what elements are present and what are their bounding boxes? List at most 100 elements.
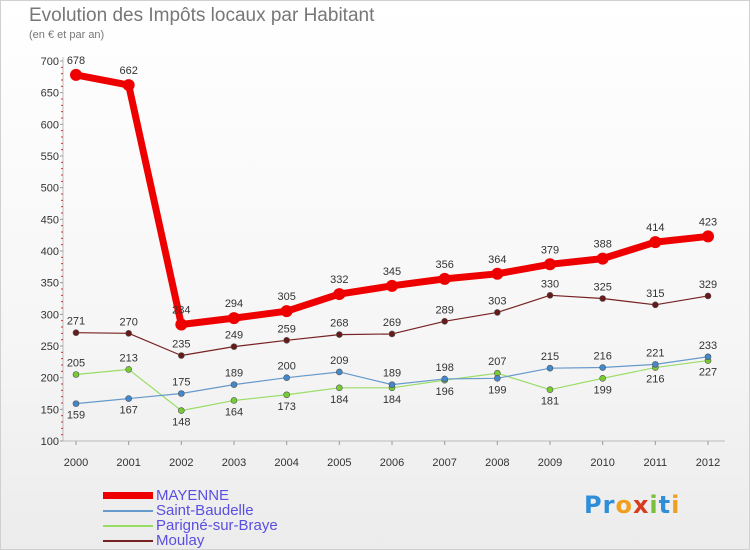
data-label: 184: [383, 394, 401, 406]
y-tick-label: 700: [41, 56, 59, 68]
axes: 100 150 200 250 300 350 400 450 500 550 600 650 700 2…: [41, 56, 725, 469]
logo-letter: r: [602, 491, 616, 519]
data-label: 235: [172, 339, 190, 351]
data-point: [388, 381, 396, 388]
x-tick-label: 2009: [538, 457, 562, 469]
data-point: [704, 353, 712, 361]
data-label: 270: [119, 316, 137, 328]
y-tick-label: 150: [41, 404, 59, 416]
x-tick-label: 2010: [590, 457, 614, 469]
y-tick-label: 600: [41, 119, 59, 131]
data-point: [228, 312, 240, 325]
data-point: [336, 331, 343, 338]
legend-swatch: [103, 524, 153, 527]
x-tick-label: 2006: [380, 457, 404, 469]
data-label: 325: [593, 282, 611, 294]
logo-letter: t: [658, 491, 672, 519]
data-point: [230, 397, 238, 404]
data-point: [72, 400, 80, 407]
legend-label: Saint-Baudelle: [156, 502, 254, 519]
data-labels: 678 662 284 294 305 332 345 356 364 379 388 414 423 1…: [67, 55, 717, 429]
data-point: [230, 343, 238, 350]
data-label: 167: [119, 405, 137, 417]
logo-letter: i: [649, 491, 659, 519]
data-point: [178, 390, 185, 397]
legend: MAYENNE Saint-Baudelle Parigné-sur-Braye Mo…: [103, 487, 278, 549]
data-point: [652, 361, 659, 368]
data-label: 345: [383, 266, 401, 278]
data-label: 164: [225, 406, 243, 418]
x-tick-label: 2004: [274, 457, 298, 469]
data-label: 173: [277, 401, 295, 413]
x-tick-label: 2008: [485, 457, 509, 469]
data-point: [70, 68, 82, 81]
x-tick-label: 2011: [644, 457, 668, 469]
legend-swatch: [103, 509, 153, 512]
series-lines: [70, 68, 714, 414]
logo-letter: x: [632, 491, 650, 519]
data-label: 662: [119, 65, 137, 77]
data-label: 200: [277, 361, 295, 373]
x-tick-label: 2012: [696, 457, 720, 469]
data-point: [438, 272, 451, 285]
data-point: [283, 374, 290, 381]
proxiti-logo: Proxiti: [584, 491, 680, 519]
x-tick-label: 2002: [169, 457, 193, 469]
data-label: 678: [67, 55, 85, 67]
data-label: 259: [277, 323, 295, 335]
data-point: [494, 374, 501, 382]
data-label: 207: [488, 356, 506, 368]
legend-item: Parigné-sur-Braye: [103, 517, 278, 534]
data-point: [125, 330, 132, 337]
legend-label: Parigné-sur-Braye: [156, 517, 278, 534]
data-point: [652, 301, 659, 309]
data-label: 189: [225, 368, 243, 380]
data-point: [283, 391, 290, 399]
y-tick-label: 300: [41, 309, 59, 321]
data-point: [333, 288, 346, 301]
data-point: [386, 279, 398, 292]
data-point: [491, 267, 504, 280]
y-tick-label: 450: [41, 214, 59, 226]
data-label: 330: [541, 278, 559, 290]
data-label: 181: [541, 396, 559, 408]
data-label: 213: [119, 352, 137, 364]
data-label: 249: [225, 330, 243, 342]
y-tick-label: 100: [41, 436, 59, 448]
data-point: [441, 375, 448, 383]
data-label: 209: [330, 355, 348, 367]
data-label: 205: [67, 358, 85, 370]
data-point: [125, 395, 132, 402]
data-label: 233: [699, 340, 717, 352]
y-tick-label: 250: [41, 341, 59, 353]
x-tick-label: 2000: [64, 457, 88, 469]
legend-item: Moulay: [103, 532, 278, 549]
legend-label: Moulay: [156, 532, 205, 549]
data-label: 303: [488, 295, 506, 307]
data-label: 356: [435, 259, 453, 271]
data-label: 271: [67, 316, 85, 328]
logo-letter: i: [671, 491, 681, 519]
data-point: [546, 386, 554, 394]
data-label: 315: [646, 288, 664, 300]
y-tick-label: 550: [41, 151, 59, 163]
data-point: [599, 295, 606, 302]
chart-title: Evolution des Impôts locaux par Habitant: [29, 5, 375, 26]
x-tick-label: 2007: [432, 457, 456, 469]
logo-letter: o: [615, 491, 633, 519]
data-point: [175, 318, 188, 331]
data-point: [441, 317, 448, 325]
data-label: 329: [699, 279, 717, 291]
data-label: 423: [699, 216, 717, 228]
data-point: [283, 336, 290, 344]
data-label: 289: [435, 304, 453, 316]
data-point: [599, 374, 606, 382]
data-label: 364: [488, 254, 506, 266]
y-tick-label: 400: [41, 246, 59, 258]
y-tick-label: 350: [41, 278, 59, 290]
data-point: [649, 236, 662, 249]
data-label: 414: [646, 222, 664, 234]
legend-item: Saint-Baudelle: [103, 502, 278, 519]
data-point: [388, 330, 396, 338]
data-label: 379: [541, 244, 559, 256]
